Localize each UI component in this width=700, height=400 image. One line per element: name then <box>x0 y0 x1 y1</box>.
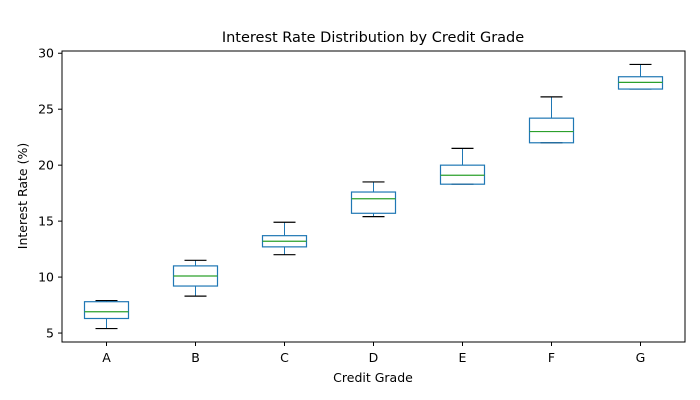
x-tick-label: G <box>636 350 646 365</box>
y-tick-label: 5 <box>46 326 54 341</box>
box-D <box>350 191 397 214</box>
chart-title: Interest Rate Distribution by Credit Gra… <box>222 30 524 46</box>
x-tick-label: E <box>459 350 467 365</box>
box-A <box>83 301 130 320</box>
x-tick-label: D <box>369 350 379 365</box>
y-tick-label: 10 <box>38 270 54 285</box>
x-tick-label: A <box>102 350 111 365</box>
y-tick-label: 25 <box>38 102 54 117</box>
y-tick-label: 15 <box>38 214 54 229</box>
x-tick-label: C <box>280 350 289 365</box>
y-tick-label: 20 <box>38 158 54 173</box>
x-tick-label: F <box>548 350 555 365</box>
plot-area: 5 10 15 20 25 30 A B C D E F G <box>38 46 664 365</box>
y-tick-label: 30 <box>38 46 54 61</box>
x-tick-label: B <box>191 350 200 365</box>
axes-frame <box>61 50 686 343</box>
box-F <box>528 117 575 144</box>
x-axis-label: Credit Grade <box>333 370 413 385</box>
y-axis-label: Interest Rate (%) <box>15 143 30 249</box>
